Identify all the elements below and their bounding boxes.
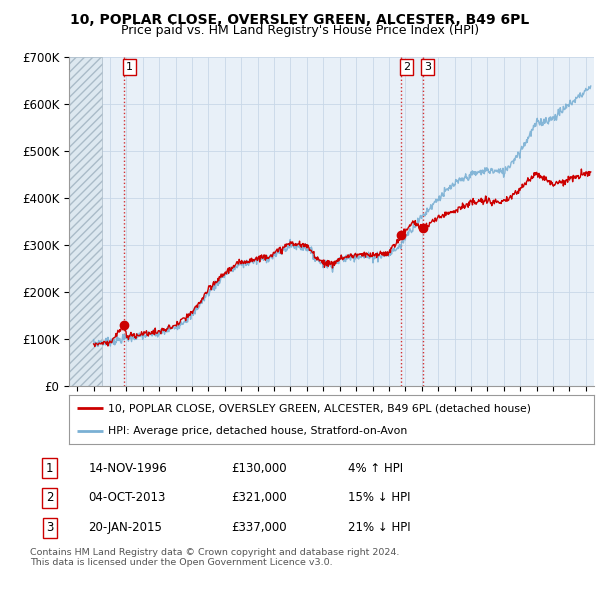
- Text: 3: 3: [424, 62, 431, 72]
- Text: £321,000: £321,000: [231, 491, 287, 504]
- Text: Contains HM Land Registry data © Crown copyright and database right 2024.
This d: Contains HM Land Registry data © Crown c…: [30, 548, 400, 567]
- Text: HPI: Average price, detached house, Stratford-on-Avon: HPI: Average price, detached house, Stra…: [109, 425, 407, 435]
- Text: 04-OCT-2013: 04-OCT-2013: [89, 491, 166, 504]
- Text: 2: 2: [403, 62, 410, 72]
- Text: 10, POPLAR CLOSE, OVERSLEY GREEN, ALCESTER, B49 6PL: 10, POPLAR CLOSE, OVERSLEY GREEN, ALCEST…: [70, 13, 530, 27]
- Text: 10, POPLAR CLOSE, OVERSLEY GREEN, ALCESTER, B49 6PL (detached house): 10, POPLAR CLOSE, OVERSLEY GREEN, ALCEST…: [109, 404, 532, 414]
- Text: £337,000: £337,000: [231, 522, 287, 535]
- Bar: [69, 57, 102, 386]
- Text: 2: 2: [46, 491, 53, 504]
- Text: Price paid vs. HM Land Registry's House Price Index (HPI): Price paid vs. HM Land Registry's House …: [121, 24, 479, 37]
- Text: 1: 1: [126, 62, 133, 72]
- Text: 14-NOV-1996: 14-NOV-1996: [89, 461, 167, 474]
- Text: 1: 1: [46, 461, 53, 474]
- Text: 3: 3: [46, 522, 53, 535]
- Text: 15% ↓ HPI: 15% ↓ HPI: [348, 491, 410, 504]
- Text: 4% ↑ HPI: 4% ↑ HPI: [348, 461, 403, 474]
- Text: 21% ↓ HPI: 21% ↓ HPI: [348, 522, 410, 535]
- Text: £130,000: £130,000: [231, 461, 287, 474]
- Text: 20-JAN-2015: 20-JAN-2015: [89, 522, 163, 535]
